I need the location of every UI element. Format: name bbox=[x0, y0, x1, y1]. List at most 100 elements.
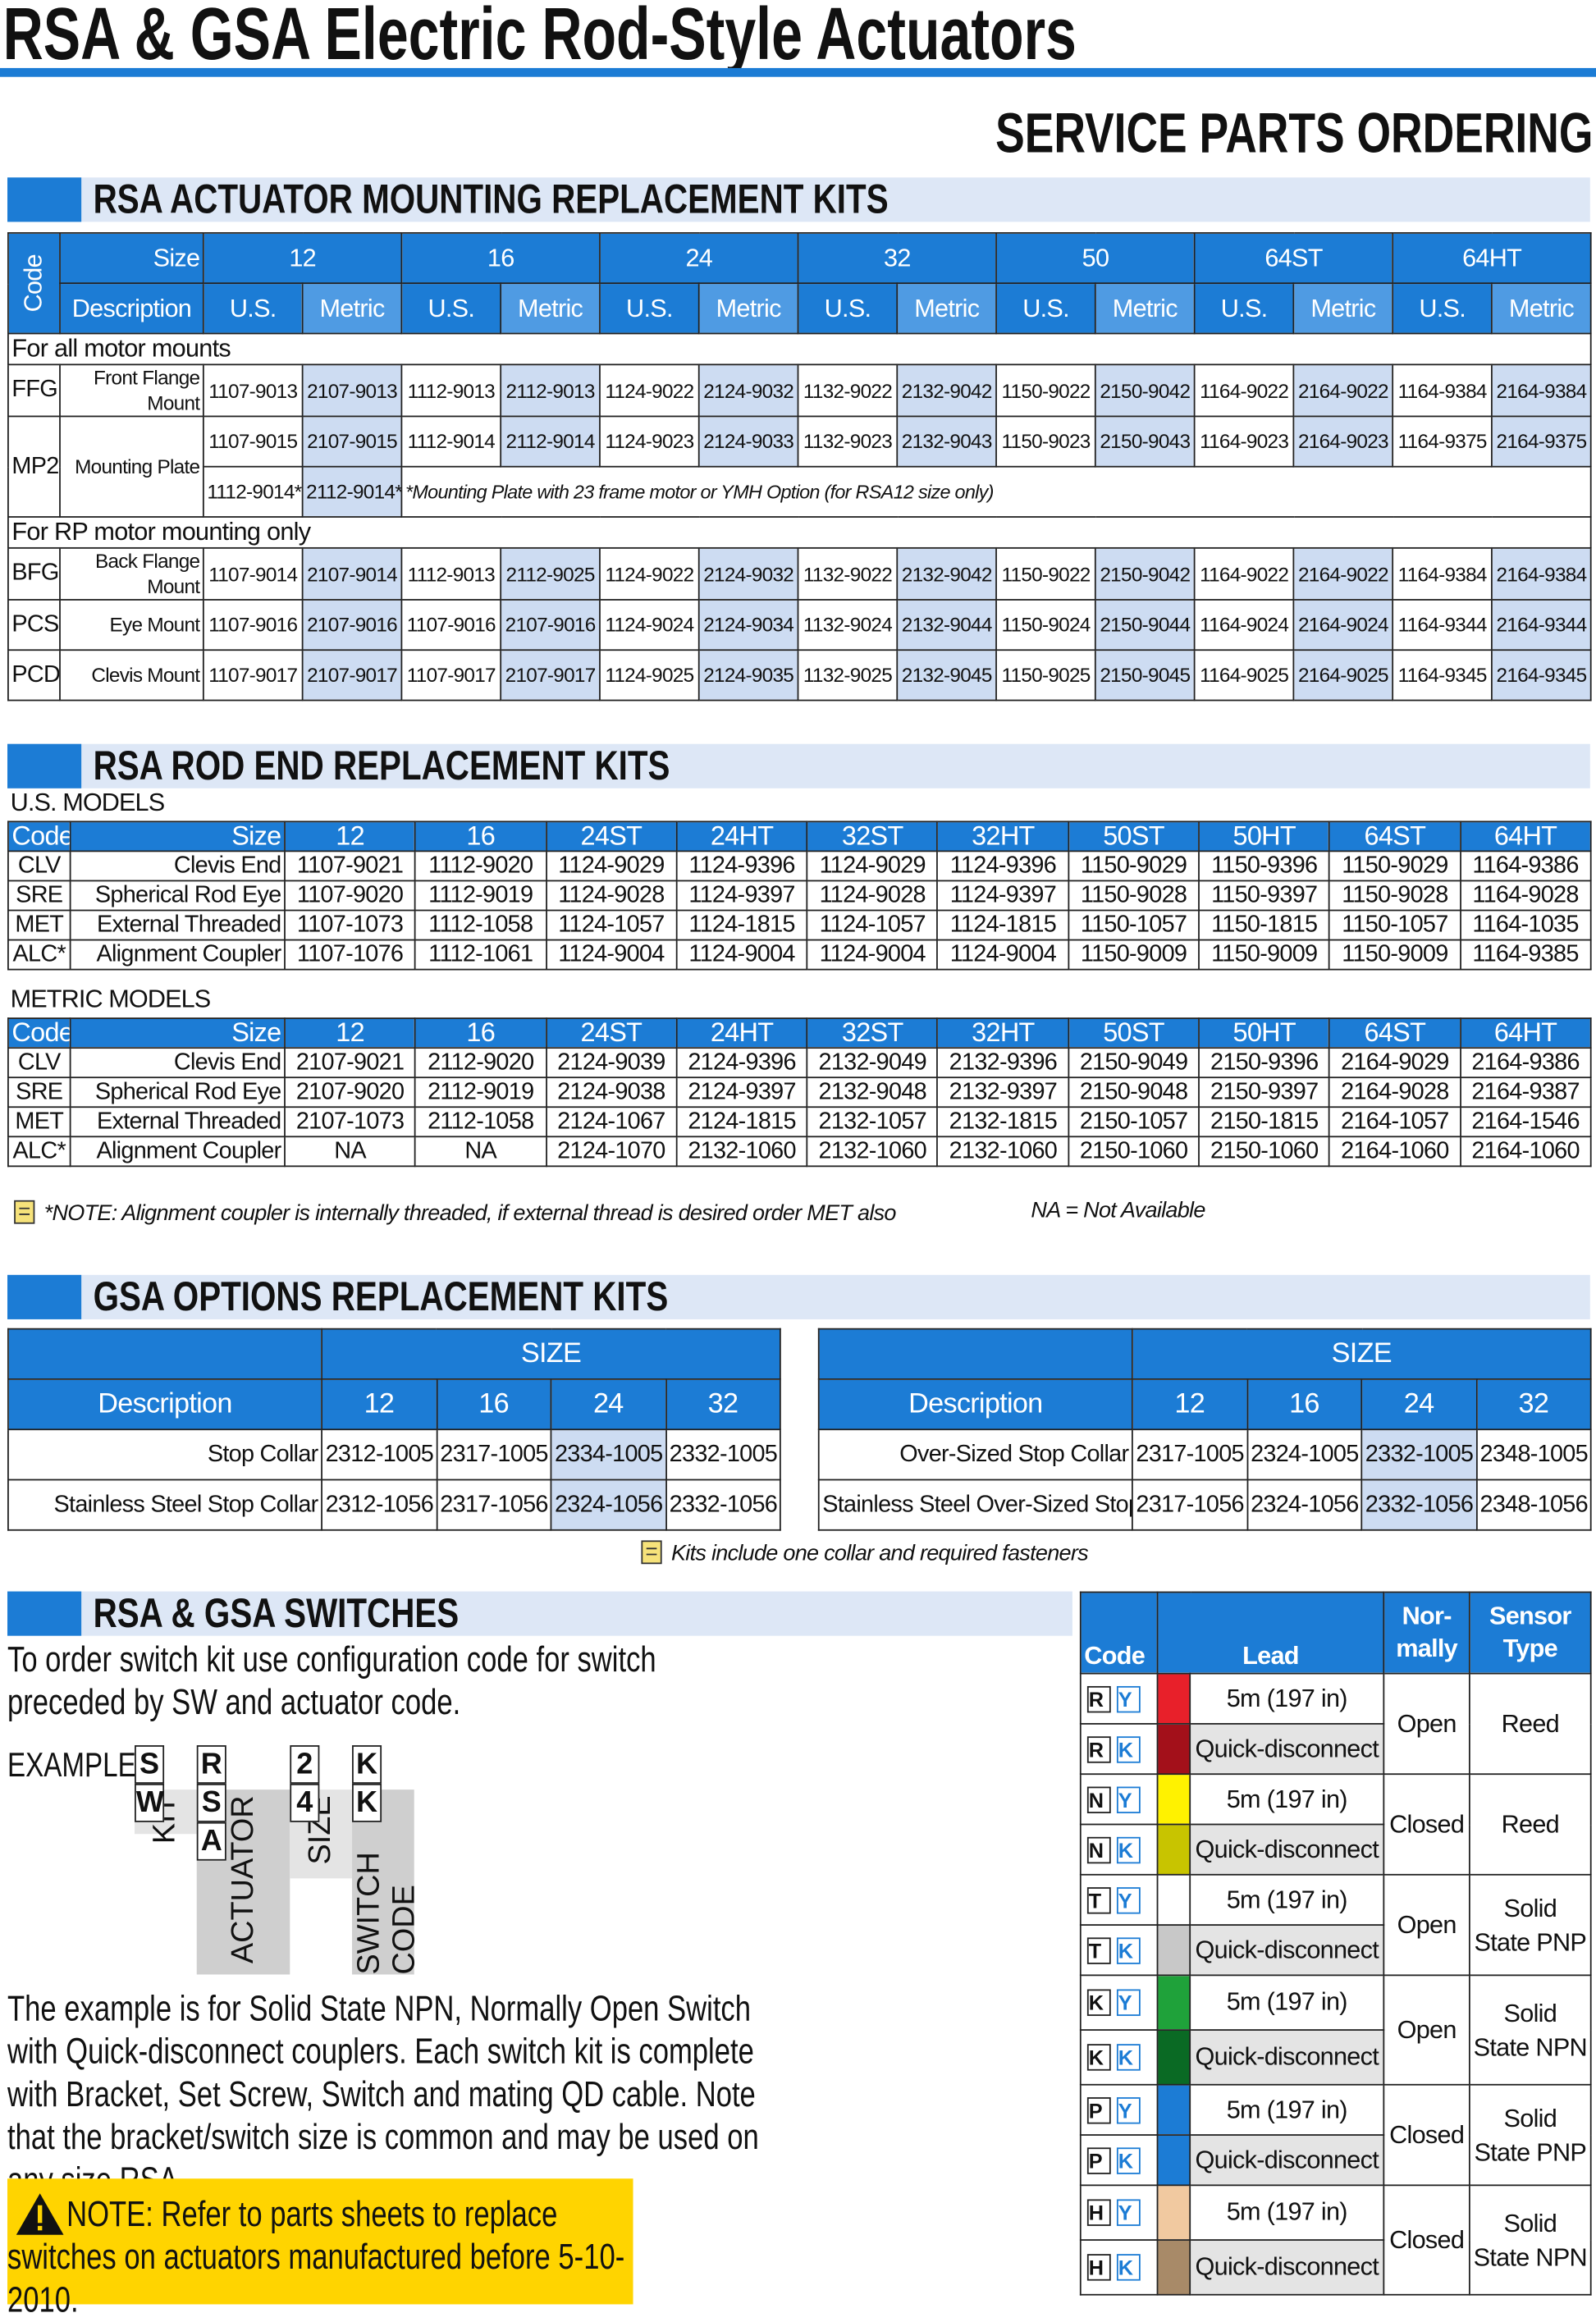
code-letter: R bbox=[1086, 1685, 1111, 1712]
switch-row: R Y 5m (197 in) Open Reed bbox=[1079, 1672, 1592, 1776]
part-number: 2317-1005 bbox=[1131, 1428, 1248, 1481]
size: 64ST bbox=[1193, 232, 1394, 285]
part-number: 2132-1057 bbox=[806, 1106, 939, 1138]
unit: Metric bbox=[1292, 282, 1394, 335]
section-title: RSA & GSA SWITCHES bbox=[93, 1589, 460, 1636]
code-suffix: Y bbox=[1116, 1685, 1141, 1712]
size: 16 bbox=[400, 232, 601, 285]
part-number: 2164-9375 bbox=[1491, 415, 1592, 468]
part-number: 2164-9023 bbox=[1292, 415, 1394, 468]
part-number: 1164-9345 bbox=[1392, 649, 1493, 702]
part-number: 1164-9386 bbox=[1459, 850, 1592, 882]
header-row: Code Size 12 16 24ST 24HT 32ST 32HT 50ST 50HT 64ST… bbox=[7, 1017, 1592, 1049]
part-number: 1107-9016 bbox=[202, 599, 304, 651]
part-row: FFG Front Flange Mount 1107-9013 2107-9013 1… bbox=[7, 363, 1592, 418]
part-number: 2164-9022 bbox=[1292, 546, 1394, 601]
part-number: 1150-9028 bbox=[1328, 880, 1461, 912]
size: 12 bbox=[284, 1017, 417, 1049]
unit: U.S. bbox=[1392, 282, 1493, 335]
size: 32HT bbox=[936, 1017, 1069, 1049]
example-letter: K bbox=[352, 1783, 382, 1822]
sensor-type: Solid State PNP bbox=[1469, 1873, 1592, 1977]
gsa-table: SIZE Description 12 16 24 32 Stop Collar 2312-1… bbox=[7, 1328, 781, 1531]
code-suffix: K bbox=[1116, 2254, 1141, 2281]
description: Alignment Coupler bbox=[69, 939, 286, 971]
description-header: Description bbox=[817, 1378, 1133, 1431]
part-number: 2348-1056 bbox=[1475, 1479, 1592, 1531]
unit: Metric bbox=[896, 282, 998, 335]
size: 50ST bbox=[1068, 820, 1200, 852]
part-number: 1124-9004 bbox=[936, 939, 1069, 971]
part-number: 2317-1005 bbox=[435, 1428, 552, 1481]
part-number: 2150-9045 bbox=[1095, 649, 1196, 702]
code-letter: P bbox=[1086, 2096, 1111, 2123]
part-number: 1107-9020 bbox=[284, 880, 417, 912]
switch-intro: To order switch kit use configuration co… bbox=[7, 1640, 656, 1724]
description: External Threaded bbox=[69, 1106, 286, 1138]
description: Clevis Mount bbox=[59, 649, 204, 702]
part-number: 1112-9014* bbox=[202, 465, 304, 518]
normally: Closed bbox=[1383, 2083, 1470, 2187]
part-number: 2332-1005 bbox=[665, 1428, 781, 1481]
part-number: 1124-9396 bbox=[675, 850, 808, 882]
code: PCS bbox=[7, 599, 61, 651]
part-number: 1112-9014 bbox=[400, 415, 502, 468]
size: 24 bbox=[599, 232, 799, 285]
part-number: 1124-1057 bbox=[545, 909, 678, 941]
warning-icon bbox=[16, 2193, 64, 2235]
part-number: 1150-9029 bbox=[1068, 850, 1200, 882]
part-number: 1112-9020 bbox=[414, 850, 547, 882]
part-number: 1150-1815 bbox=[1198, 909, 1331, 941]
part-number: 2150-9396 bbox=[1198, 1047, 1331, 1079]
switch-row: R K Quick-disconnect bbox=[1079, 1723, 1591, 1776]
part-number: 1164-9384 bbox=[1392, 546, 1493, 601]
part-number: 1164-9385 bbox=[1459, 939, 1592, 971]
size-header: SIZE bbox=[321, 1328, 781, 1380]
part-number: 2112-1058 bbox=[414, 1106, 547, 1138]
title-rule bbox=[0, 67, 1596, 77]
lead: Quick-disconnect bbox=[1189, 1924, 1385, 1977]
part-number: 2107-9017 bbox=[301, 649, 403, 702]
part-number: 1164-9023 bbox=[1193, 415, 1295, 468]
size-header: Size bbox=[59, 232, 204, 285]
normally: Open bbox=[1383, 1873, 1470, 1977]
part-number: 2112-9019 bbox=[414, 1076, 547, 1108]
section-heading: RSA ACTUATOR MOUNTING REPLACEMENT KITS bbox=[7, 176, 1590, 222]
part-number: 2164-9386 bbox=[1459, 1047, 1592, 1079]
part-number: 2332-1056 bbox=[665, 1479, 781, 1531]
code-suffix: K bbox=[1116, 1835, 1141, 1863]
unit: U.S. bbox=[797, 282, 899, 335]
part-number: 2150-9044 bbox=[1095, 599, 1196, 651]
switch-table-wrap: Code Lead Nor- mally Sensor Type R Y 5m (197 i… bbox=[1079, 1591, 1592, 2296]
part-number: 1132-9025 bbox=[797, 649, 899, 702]
code-letter: H bbox=[1086, 2254, 1111, 2281]
unit: Metric bbox=[1491, 282, 1592, 335]
part-number: 2164-9387 bbox=[1459, 1076, 1592, 1108]
description: Over-Sized Stop Collar bbox=[817, 1428, 1133, 1481]
size: 32ST bbox=[806, 1017, 939, 1049]
part-number: 1164-9025 bbox=[1193, 649, 1295, 702]
part-number: 2332-1056 bbox=[1360, 1479, 1477, 1531]
lead: Quick-disconnect bbox=[1189, 2239, 1385, 2296]
part-number: 1112-1061 bbox=[414, 939, 547, 971]
size: 16 bbox=[435, 1378, 552, 1431]
part-number: 2124-9396 bbox=[675, 1047, 808, 1079]
part-number: 1112-9013 bbox=[400, 363, 502, 418]
size: 32 bbox=[665, 1378, 781, 1431]
part-number: 2132-1060 bbox=[806, 1136, 939, 1168]
part-number: 2132-9396 bbox=[936, 1047, 1069, 1079]
part-number: 1150-9009 bbox=[1328, 939, 1461, 971]
switch-row: P K Quick-disconnect bbox=[1079, 2134, 1591, 2187]
size: 16 bbox=[1246, 1378, 1363, 1431]
part-number: 2107-9021 bbox=[284, 1047, 417, 1079]
part-number: 1124-9022 bbox=[599, 546, 700, 601]
description-header: Description bbox=[59, 282, 204, 335]
size: 50HT bbox=[1198, 1017, 1331, 1049]
size: 24ST bbox=[545, 820, 678, 852]
description: Clevis End bbox=[69, 850, 286, 882]
subtitle: SERVICE PARTS ORDERING bbox=[827, 103, 1593, 167]
